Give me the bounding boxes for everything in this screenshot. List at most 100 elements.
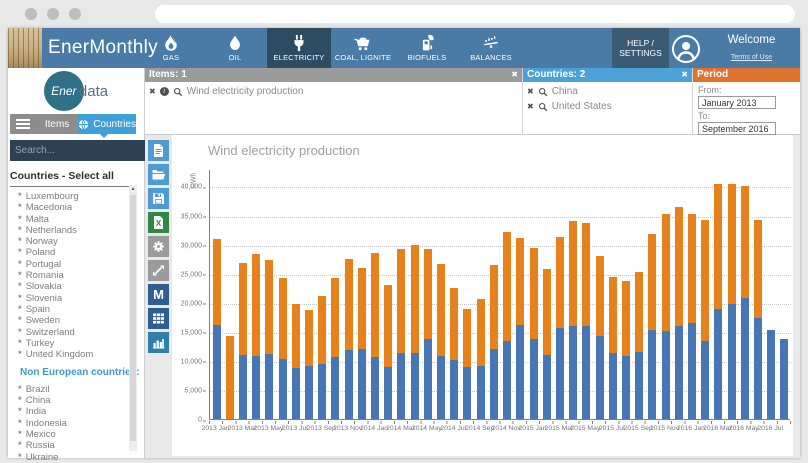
stacked-bar	[292, 304, 300, 419]
bar-segment-united-states	[596, 256, 604, 336]
bar-segment-china	[741, 298, 749, 419]
list-item[interactable]: *Norway	[18, 236, 144, 247]
non-european-country-list: *Brazil*China*India*Indonesia*Mexico*Rus…	[18, 384, 144, 463]
list-item[interactable]: *Netherlands	[18, 225, 144, 236]
expand-button[interactable]	[148, 260, 169, 281]
nav-tab-electricity[interactable]: ELECTRICITY	[267, 28, 331, 68]
bar-segment-united-states	[662, 214, 670, 331]
list-item[interactable]: *Brazil	[18, 384, 144, 395]
nav-tab-biofuels[interactable]: BIOFUELS	[395, 28, 459, 68]
search-input[interactable]	[10, 140, 152, 161]
list-item[interactable]: *Romania	[18, 270, 144, 281]
globe-icon	[78, 119, 89, 130]
list-item[interactable]: *Russia	[18, 440, 144, 451]
list-item[interactable]: *Sweden	[18, 315, 144, 326]
list-item[interactable]: *Turkey	[18, 338, 144, 349]
list-item[interactable]: *Slovakia	[18, 281, 144, 292]
bullet-icon: *	[18, 349, 22, 360]
country-list: *Luxembourg*Macedonia*Malta*Netherlands*…	[18, 191, 144, 463]
list-item[interactable]: *Indonesia	[18, 418, 144, 429]
list-item[interactable]: *Luxembourg	[18, 191, 144, 202]
list-item[interactable]: *Poland	[18, 247, 144, 258]
bar-segment-china	[714, 309, 722, 419]
list-item[interactable]: *Mexico	[18, 429, 144, 440]
period-from-input[interactable]	[698, 96, 776, 109]
list-item[interactable]: *Portugal	[18, 259, 144, 270]
nav-tab-balances[interactable]: BALANCES	[459, 28, 523, 68]
nav-tab-coal-lignite[interactable]: COAL, LIGNITE	[331, 28, 395, 68]
bullet-icon: *	[18, 202, 22, 213]
x-tick-label: 2015 Sep	[624, 425, 653, 432]
y-tick-label: 40,000	[181, 184, 202, 191]
scroll-up-icon[interactable]: ▲	[129, 185, 137, 194]
period-panel-header: Period	[693, 68, 800, 82]
x-tick-label: 2014 Sep	[465, 425, 494, 432]
address-bar[interactable]	[155, 5, 795, 23]
data-table-button[interactable]	[148, 308, 169, 329]
bar-segment-united-states	[503, 232, 511, 341]
country-search-icon[interactable]	[538, 87, 548, 97]
scrollbar-thumb[interactable]	[130, 195, 136, 441]
window-dot-1[interactable]	[25, 8, 37, 20]
fuel-pump-leaf-icon	[417, 34, 437, 52]
bullet-icon: *	[18, 270, 22, 281]
item-search-icon[interactable]	[173, 87, 183, 97]
settings-button[interactable]	[148, 236, 169, 257]
bullet-icon: *	[18, 395, 22, 406]
bar-segment-united-states	[543, 269, 551, 355]
items-close-icon[interactable]: ✖	[511, 68, 518, 82]
nav-tab-gas[interactable]: GAS	[139, 28, 203, 68]
item-info-icon[interactable]: i	[160, 87, 169, 96]
country-list-title[interactable]: Countries - Select all	[10, 170, 134, 187]
sidebar-tab-countries[interactable]: Countries	[78, 114, 136, 134]
item-row: ✖ i Wind electricity production	[145, 82, 522, 97]
bar-segment-china	[490, 349, 498, 419]
list-item[interactable]: *Macedonia	[18, 202, 144, 213]
list-item[interactable]: *Ukraine	[18, 452, 144, 463]
list-item[interactable]: *China	[18, 395, 144, 406]
list-item[interactable]: *Malta	[18, 214, 144, 225]
bar-segment-united-states	[345, 259, 353, 350]
monthly-view-button[interactable]: M	[148, 284, 169, 305]
list-item[interactable]: *Switzerland	[18, 327, 144, 338]
stacked-bar	[569, 221, 577, 419]
stacked-bar	[516, 238, 524, 419]
user-account-icon[interactable]	[671, 34, 701, 64]
export-excel-button[interactable]: X	[148, 212, 169, 233]
x-tick-label: 2016 Jul	[757, 425, 783, 432]
expand-arrows-icon	[151, 263, 166, 278]
bar-segment-united-states	[318, 296, 326, 364]
terms-of-use-link[interactable]: Terms of Use	[731, 54, 772, 61]
remove-item-icon[interactable]: ✖	[149, 87, 156, 96]
list-item[interactable]: *Slovenia	[18, 293, 144, 304]
country-search-icon[interactable]	[538, 102, 548, 112]
help-settings-button[interactable]: HELP / SETTINGS	[612, 28, 669, 68]
remove-country-icon[interactable]: ✖	[527, 102, 534, 111]
list-item[interactable]: *Spain	[18, 304, 144, 315]
bar-segment-united-states	[437, 264, 445, 355]
bar-segment-united-states	[490, 265, 498, 349]
bullet-icon: *	[18, 440, 22, 451]
menu-hamburger-icon[interactable]	[10, 114, 36, 134]
sidebar-tab-items[interactable]: Items	[36, 114, 78, 134]
nav-tab-label: GAS	[163, 53, 179, 62]
countries-close-icon[interactable]: ✖	[681, 68, 688, 82]
nav-tab-oil[interactable]: OIL	[203, 28, 267, 68]
stacked-bar	[424, 249, 432, 419]
list-item[interactable]: *United Kingdom	[18, 349, 144, 360]
save-button[interactable]	[148, 188, 169, 209]
new-document-button[interactable]	[148, 140, 169, 161]
window-dot-2[interactable]	[47, 8, 59, 20]
stacked-bar	[371, 253, 379, 419]
sidebar-scrollbar[interactable]: ▲	[129, 185, 137, 451]
remove-country-icon[interactable]: ✖	[527, 87, 534, 96]
period-to-input[interactable]	[698, 122, 776, 135]
open-file-button[interactable]	[148, 164, 169, 185]
x-tick-label: 2013 Mar	[228, 425, 257, 432]
list-item[interactable]: *India	[18, 406, 144, 417]
chart-view-button[interactable]	[148, 332, 169, 353]
y-tick-label: 0	[198, 417, 202, 424]
y-tick-label: 20,000	[181, 300, 202, 307]
bullet-icon: *	[18, 304, 22, 315]
window-dot-3[interactable]	[69, 8, 81, 20]
